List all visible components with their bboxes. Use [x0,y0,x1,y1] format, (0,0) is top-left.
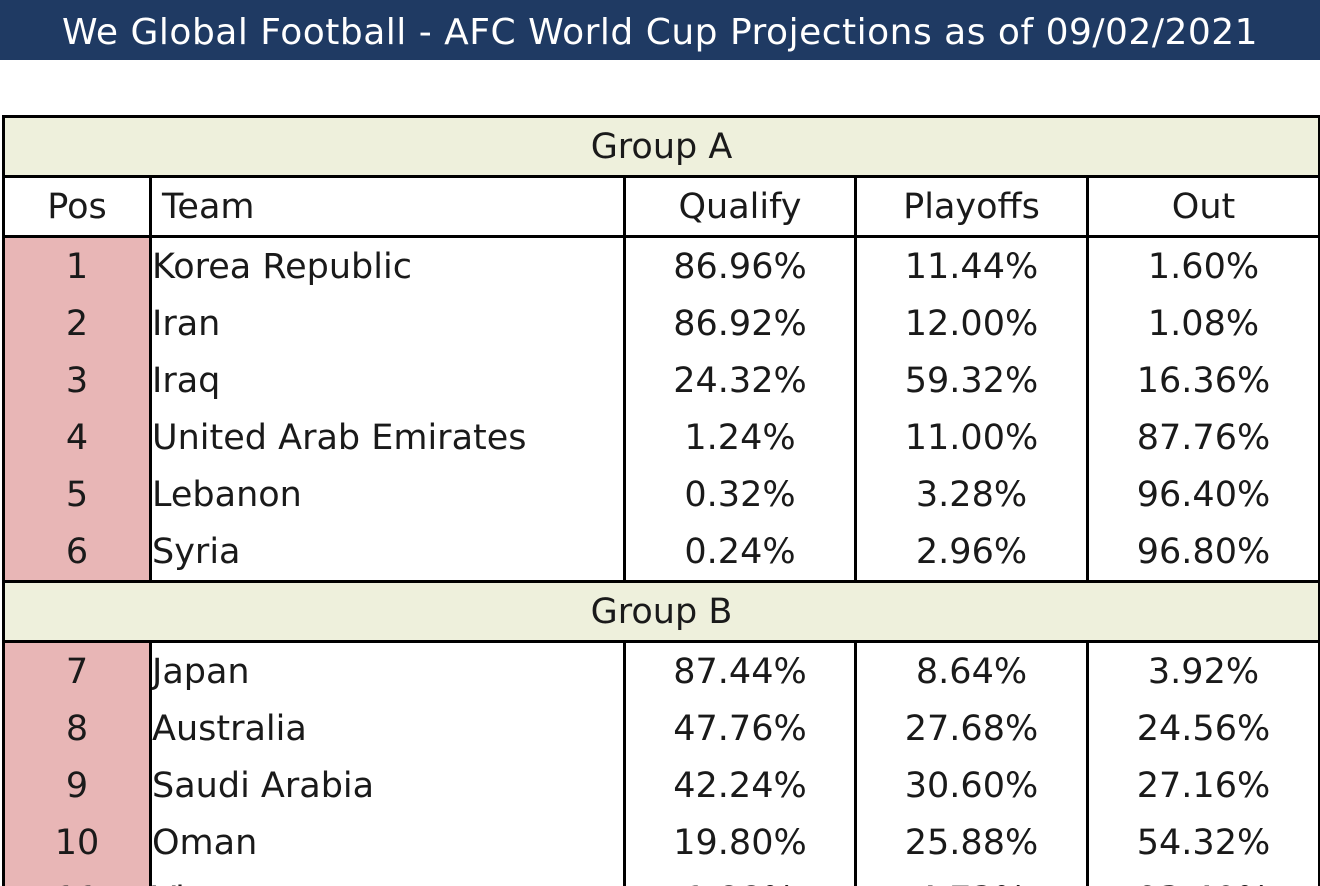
out-cell: 1.60% [1085,236,1320,295]
team-cell: Iran [149,295,626,352]
playoffs-cell: 30.60% [854,757,1089,814]
column-header-playoffs: Playoffs [854,176,1089,238]
qualify-cell: 1.24% [623,409,857,466]
pos-cell: 10 [2,814,152,871]
group-name: Group B [1,580,1320,643]
pos-cell: 3 [2,352,152,409]
page-title: We Global Football - AFC World Cup Proje… [0,0,1320,60]
playoffs-cell: 4.72% [854,871,1089,886]
team-cell: Saudi Arabia [149,757,626,814]
qualify-cell: 86.92% [623,295,857,352]
qualify-cell: 86.96% [623,236,857,295]
playoffs-cell: 12.00% [854,295,1089,352]
pos-cell: 5 [2,466,152,523]
table-row: 1 Korea Republic 86.96% 11.44% 1.60% [2,236,1320,295]
table-row: 4 United Arab Emirates 1.24% 11.00% 87.7… [2,409,1320,466]
playoffs-cell: 25.88% [854,814,1089,871]
pos-cell: 6 [2,523,152,583]
team-cell: Vietnam [149,871,626,886]
column-header-row: Pos Team Qualify Playoffs Out [2,176,1320,238]
qualify-cell: 0.32% [623,466,857,523]
pos-cell: 7 [2,641,152,700]
out-cell: 54.32% [1085,814,1320,871]
playoffs-cell: 11.44% [854,236,1089,295]
qualify-cell: 19.80% [623,814,857,871]
team-cell: Japan [149,641,626,700]
group-name: Group A [1,115,1320,178]
playoffs-cell: 2.96% [854,523,1089,583]
team-cell: Australia [149,700,626,757]
column-header-pos: Pos [2,176,152,238]
out-cell: 24.56% [1085,700,1320,757]
column-header-team: Team [149,176,626,238]
team-cell: Syria [149,523,626,583]
playoffs-cell: 27.68% [854,700,1089,757]
team-cell: Oman [149,814,626,871]
table-row: 9 Saudi Arabia 42.24% 30.60% 27.16% [2,757,1320,814]
table-row: 2 Iran 86.92% 12.00% 1.08% [2,295,1320,352]
out-cell: 16.36% [1085,352,1320,409]
table-row: 11 Vietnam 1.88% 4.72% 93.40% [2,871,1320,886]
team-cell: Lebanon [149,466,626,523]
out-cell: 93.40% [1085,871,1320,886]
column-header-out: Out [1085,176,1320,238]
pos-cell: 8 [2,700,152,757]
group-header-row: Group A [1,115,1320,178]
pos-cell: 4 [2,409,152,466]
playoffs-cell: 8.64% [854,641,1089,700]
qualify-cell: 47.76% [623,700,857,757]
table-row: 3 Iraq 24.32% 59.32% 16.36% [2,352,1320,409]
pos-cell: 1 [2,236,152,295]
playoffs-cell: 3.28% [854,466,1089,523]
team-cell: Korea Republic [149,236,626,295]
out-cell: 96.80% [1085,523,1320,583]
table-row: 5 Lebanon 0.32% 3.28% 96.40% [2,466,1320,523]
out-cell: 87.76% [1085,409,1320,466]
out-cell: 96.40% [1085,466,1320,523]
table-row: 6 Syria 0.24% 2.96% 96.80% [2,523,1320,583]
qualify-cell: 42.24% [623,757,857,814]
out-cell: 27.16% [1085,757,1320,814]
qualify-cell: 24.32% [623,352,857,409]
team-cell: United Arab Emirates [149,409,626,466]
qualify-cell: 87.44% [623,641,857,700]
pos-cell: 9 [2,757,152,814]
out-cell: 1.08% [1085,295,1320,352]
group-header-row: Group B [1,580,1320,643]
spacer [0,60,1320,118]
projections-table: Group A Pos Team Qualify Playoffs Out 1 … [1,115,1320,886]
playoffs-cell: 11.00% [854,409,1089,466]
pos-cell: 2 [2,295,152,352]
table-row: 8 Australia 47.76% 27.68% 24.56% [2,700,1320,757]
table-row: 7 Japan 87.44% 8.64% 3.92% [2,641,1320,700]
team-cell: Iraq [149,352,626,409]
playoffs-cell: 59.32% [854,352,1089,409]
qualify-cell: 1.88% [623,871,857,886]
column-header-qualify: Qualify [623,176,857,238]
table-row: 10 Oman 19.80% 25.88% 54.32% [2,814,1320,871]
pos-cell: 11 [2,871,152,886]
out-cell: 3.92% [1085,641,1320,700]
qualify-cell: 0.24% [623,523,857,583]
